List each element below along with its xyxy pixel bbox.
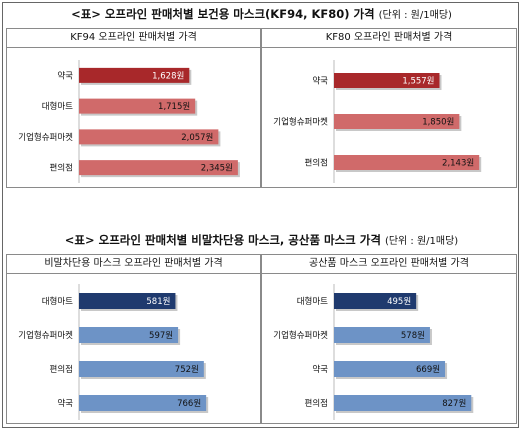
bar — [79, 395, 207, 411]
category-label: 약국 — [312, 364, 328, 375]
bar — [334, 361, 446, 377]
value-label: 766원 — [177, 399, 201, 409]
section1-title: <표> 오프라인 판매처별 보건용 마스크(KF94, KF80) 가격 — [71, 7, 375, 21]
category-label: 기업형슈퍼마켓 — [273, 117, 328, 128]
section1-unit: (단위 : 원/1매당) — [378, 10, 452, 21]
value-label: 581원 — [146, 297, 170, 307]
value-label: 1,850원 — [422, 118, 454, 128]
bar — [79, 160, 238, 176]
value-label: 597원 — [149, 331, 173, 341]
category-label: 약국 — [57, 398, 73, 409]
value-label: 827원 — [442, 399, 466, 409]
category-label: 편의점 — [50, 364, 73, 375]
category-label: 편의점 — [50, 163, 73, 174]
section2-unit: (단위 : 원/1매당) — [384, 236, 459, 247]
value-label: 2,143원 — [442, 159, 474, 169]
outer-frame — [2, 2, 519, 428]
value-label: 752원 — [175, 365, 199, 375]
value-label: 2,345원 — [201, 164, 233, 174]
bar — [334, 327, 430, 343]
value-label: 495원 — [387, 297, 411, 307]
bar — [79, 98, 196, 114]
bar — [79, 129, 219, 145]
category-label: 기업형슈퍼마켓 — [273, 330, 328, 341]
bar — [334, 395, 472, 411]
bar — [334, 293, 417, 309]
bar — [334, 73, 440, 88]
category-label: 대형마트 — [297, 297, 328, 307]
section2-heading: <표> 오프라인 판매처별 비말차단용 마스크, 공산품 마스크 가격 (단위 … — [0, 232, 523, 248]
section2-title: <표> 오프라인 판매처별 비말차단용 마스크, 공산품 마스크 가격 — [64, 233, 381, 247]
category-label: 대형마트 — [42, 102, 73, 112]
bar — [334, 155, 480, 170]
chart-title: KF80 오프라인 판매처별 가격 — [262, 29, 516, 48]
category-label: 약국 — [57, 70, 73, 81]
category-label: 편의점 — [305, 158, 328, 169]
value-label: 669원 — [416, 365, 440, 375]
bar — [334, 114, 460, 129]
bar — [79, 67, 190, 83]
bar — [79, 293, 176, 309]
bar — [79, 327, 179, 343]
category-label: 대형마트 — [42, 297, 73, 307]
value-label: 1,715원 — [158, 102, 190, 112]
category-label: 기업형슈퍼마켓 — [18, 132, 73, 143]
chart-title: KF94 오프라인 판매처별 가격 — [7, 29, 260, 48]
chart-title: 비말차단용 마스크 오프라인 판매처별 가격 — [7, 255, 260, 274]
value-label: 578원 — [401, 331, 425, 341]
value-label: 2,057원 — [181, 133, 213, 143]
value-label: 1,628원 — [152, 71, 184, 81]
bar — [79, 361, 204, 377]
value-label: 1,557원 — [402, 77, 434, 87]
section1-heading: <표> 오프라인 판매처별 보건용 마스크(KF94, KF80) 가격 (단위… — [0, 6, 523, 22]
category-label: 편의점 — [305, 398, 328, 409]
category-label: 약국 — [312, 76, 328, 87]
chart-title: 공산품 마스크 오프라인 판매처별 가격 — [262, 255, 516, 274]
category-label: 기업형슈퍼마켓 — [18, 330, 73, 341]
